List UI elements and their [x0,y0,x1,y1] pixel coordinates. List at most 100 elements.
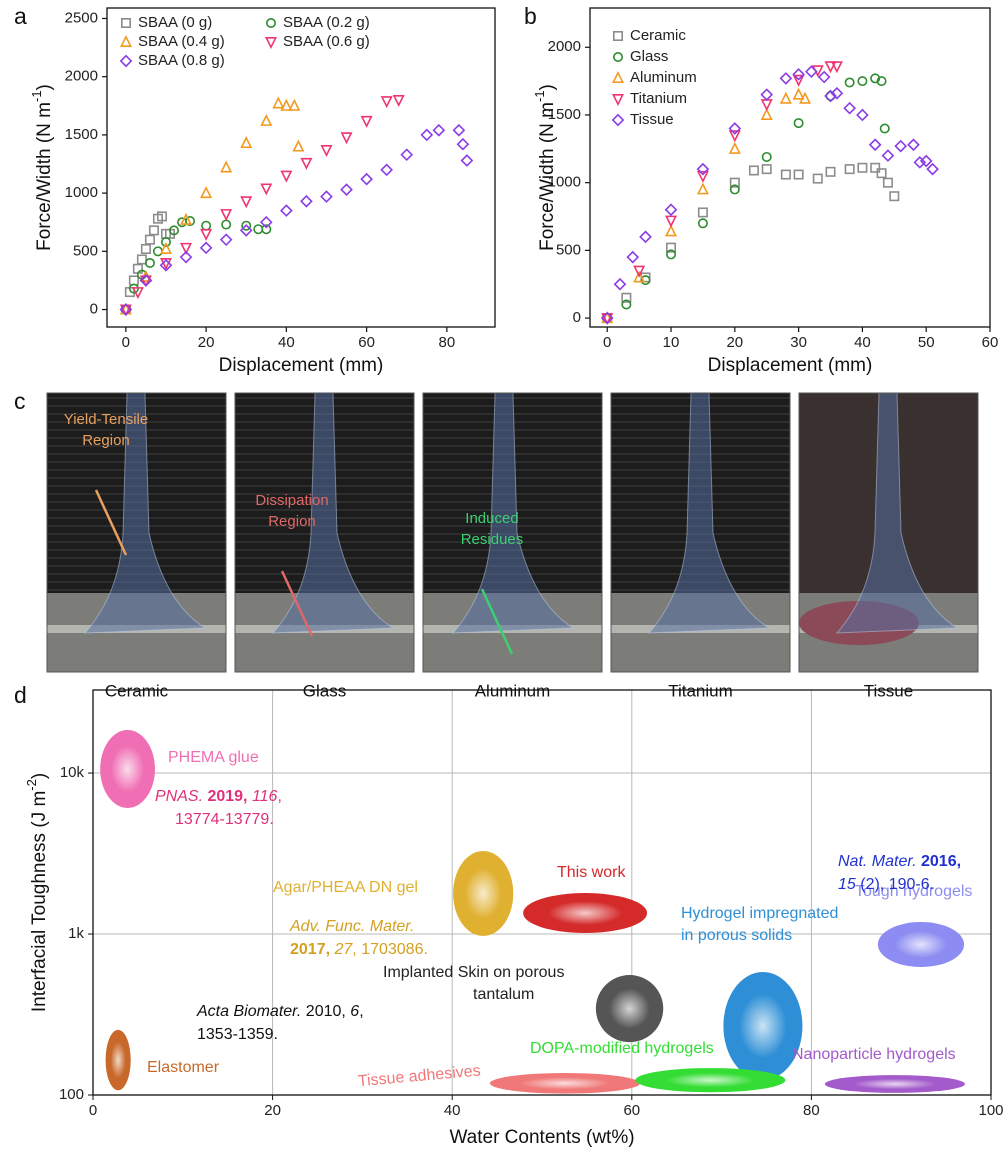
y-axis-label-part: -1 [532,90,547,102]
ellipse-label: Agar/PHEAA DN gel [273,879,418,896]
ellipse-highlight [665,1073,755,1088]
marker [321,191,331,201]
y-axis-label: Interfacial Toughness (J m-2) [24,773,50,1012]
photo-caption: Glass [303,681,346,700]
legend-label: Tissue [630,111,674,128]
ellipse-highlight [465,868,501,919]
citation-part: Nat. Mater. [838,853,917,870]
photo-caption: Aluminum [475,681,551,700]
y-axis-label: Force/Width (N m-1) [29,84,55,251]
photo-annotation: Residues [461,531,524,548]
x-tick-label: 60 [623,1102,640,1119]
citation-part: Acta Biomater. [196,1003,301,1020]
marker [394,96,403,105]
marker [794,170,802,178]
citation-part: 1353-1359. [197,1026,278,1043]
marker [781,94,790,103]
marker [781,73,791,83]
x-tick-label: 20 [198,334,215,351]
marker [146,259,154,267]
ellipse-highlight [548,901,622,925]
y-axis-label-part: ) [537,84,558,90]
y-axis-label: Force/Width (N m-1) [532,84,558,251]
marker [458,139,468,149]
x-tick-label: 0 [603,334,611,351]
marker [857,110,867,120]
y-axis-label-part: -2 [24,779,39,791]
marker [462,155,472,165]
legend-marker [614,53,622,61]
photo-annotation: Yield-Tensile [64,411,149,428]
marker [221,234,231,244]
x-axis-label: Water Contents (wt%) [449,1127,634,1148]
marker [434,125,444,135]
marker [274,98,283,107]
marker [881,124,889,132]
marker [845,165,853,173]
y-tick-label: 0 [573,309,581,326]
y-axis-label-part: Force/Width (N m [537,102,558,251]
marker [845,78,853,86]
citation-part: , [277,788,281,805]
figure: a02040608005001000150020002500Displaceme… [0,0,1007,1149]
x-tick-label: 10 [663,334,680,351]
ellipse-highlight [520,1077,610,1089]
marker [895,141,905,151]
marker [262,225,270,233]
marker [402,149,412,159]
marker [201,188,210,197]
marker [294,141,303,150]
citation-line: Adv. Func. Mater. [289,918,414,935]
y-tick-label: 2000 [65,68,98,85]
marker [794,119,802,127]
marker [628,252,638,262]
y-axis-label-part: Interfacial Toughness (J m [29,791,50,1012]
x-tick-label: 40 [444,1102,461,1119]
panel-label: d [14,682,27,708]
citation-part: (2), 190-6. [856,876,934,893]
x-axis-label: Displacement (mm) [708,355,873,376]
marker [302,159,311,168]
ellipse-highlight [739,994,786,1059]
x-tick-label: 0 [122,334,130,351]
ellipse-label: Implanted Skin on porous [383,964,564,981]
citation-part: 13774-13779. [175,811,274,828]
ellipse-label: tantalum [473,986,534,1003]
legend-marker [613,115,623,125]
photo-caption: Tissue [864,681,913,700]
ellipse-label: in porous solids [681,927,792,944]
legend-marker [121,37,130,46]
marker [844,103,854,113]
photo-caption: Ceramic [105,681,169,700]
marker [640,232,650,242]
marker [301,196,311,206]
photo-annotation: Region [82,432,130,449]
x-tick-label: 40 [278,334,295,351]
marker [281,205,291,215]
marker [130,276,138,284]
citation-part: , 1703086. [352,941,428,958]
marker [381,165,391,175]
x-tick-label: 30 [790,334,807,351]
x-tick-label: 60 [982,334,999,351]
marker [762,89,772,99]
marker [454,125,464,135]
citation-line: 13774-13779. [175,811,274,828]
legend-label: SBAA (0.8 g) [138,52,225,69]
ellipse-label: Nanoparticle hydrogels [792,1046,956,1063]
marker [362,117,371,126]
citation-line: PNAS. 2019, 116, [155,788,282,805]
legend-label: SBAA (0 g) [138,14,212,31]
photo-annotation: Region [268,513,316,530]
ellipse-highlight [895,931,947,958]
photo-caption: Titanium [668,681,733,700]
marker [794,89,803,98]
legend-label: Glass [630,48,668,65]
ellipse-highlight [111,746,144,793]
y-tick-label: 500 [556,241,581,258]
marker [699,208,707,216]
marker [883,150,893,160]
y-tick-label: 500 [73,242,98,259]
citation-line: Nat. Mater. 2016, [838,853,961,870]
marker [142,245,150,253]
